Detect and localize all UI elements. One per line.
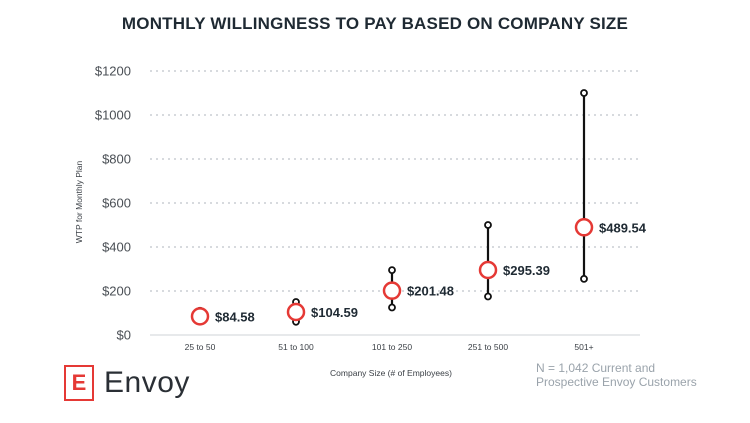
y-tick-label: $600	[102, 196, 131, 211]
y-tick-label: $0	[117, 328, 131, 343]
x-tick-label: 251 to 500	[468, 342, 508, 352]
x-tick-label: 25 to 50	[185, 342, 216, 352]
envoy-logo: E Envoy	[64, 363, 190, 403]
y-tick-label: $200	[102, 284, 131, 299]
mean-marker	[190, 307, 210, 326]
range-point-group: $295.39	[478, 221, 550, 301]
mean-marker	[574, 218, 594, 237]
mean-value-label: $104.59	[311, 305, 358, 320]
chart-title: MONTHLY WILLINGNESS TO PAY BASED ON COMP…	[121, 14, 629, 33]
sample-size-note-line-2: Prospective Envoy Customers	[536, 375, 697, 389]
range-point-group: $84.58	[190, 306, 255, 326]
y-tick-label: $400	[102, 240, 131, 255]
mean-marker	[382, 281, 402, 300]
range-max-point	[388, 266, 396, 275]
mean-marker	[286, 302, 306, 322]
y-axis-label: WTP for Monthly Plan	[74, 160, 84, 243]
x-tick-label: 51 to 100	[278, 342, 314, 352]
y-tick-label: $800	[102, 152, 131, 167]
range-min-point	[388, 303, 396, 312]
envoy-logo-mark: E	[64, 365, 94, 401]
range-point-group: $489.54	[574, 89, 647, 283]
mean-value-label: $489.54	[599, 220, 647, 235]
mean-value-label: $84.58	[215, 309, 255, 324]
mean-value-label: $201.48	[407, 284, 454, 299]
x-axis-label: Company Size (# of Employees)	[330, 368, 452, 378]
x-tick-label: 501+	[574, 342, 593, 352]
range-min-point	[580, 274, 588, 283]
y-tick-label: $1200	[95, 64, 131, 79]
y-tick-label: $1000	[95, 108, 131, 123]
sample-size-note-line-1: N = 1,042 Current and	[536, 361, 656, 375]
range-max-point	[484, 221, 492, 229]
range-point-group: $104.59	[286, 298, 358, 326]
range-max-point	[580, 89, 588, 97]
mean-marker	[478, 260, 498, 280]
range-min-point	[484, 292, 492, 301]
envoy-logo-text: Envoy	[104, 366, 190, 399]
sample-size-note: N = 1,042 Current and Prospective Envoy …	[536, 361, 736, 389]
mean-value-label: $295.39	[503, 263, 550, 278]
x-tick-label: 101 to 250	[372, 342, 412, 352]
range-point-group: $201.48	[382, 266, 454, 312]
